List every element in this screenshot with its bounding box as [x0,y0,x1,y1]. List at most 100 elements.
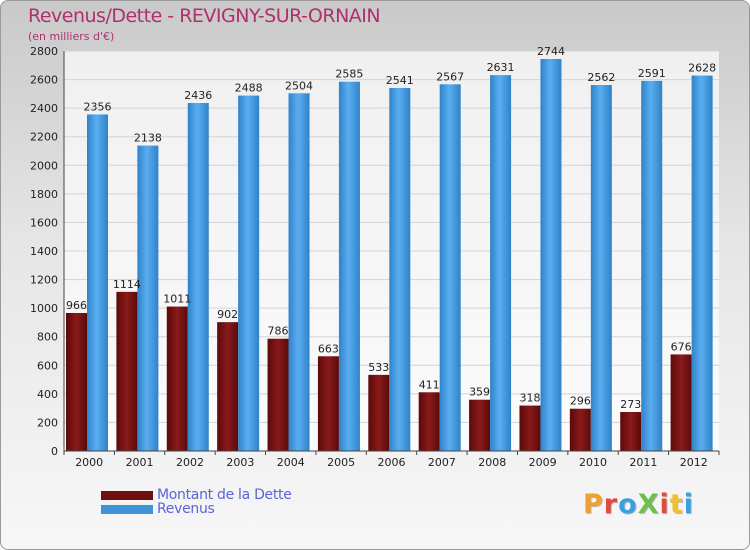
legend-swatch-dette [101,490,153,500]
data-label-dette: 533 [368,361,389,374]
proxiti-logo: ProXiti [583,489,694,520]
bar-revenus [540,59,562,451]
data-label-dette: 1011 [163,293,191,306]
x-tick-label: 2006 [378,456,406,469]
data-label-dette: 676 [671,340,692,353]
legend-swatch-revenus [101,504,153,514]
x-tick-label: 2002 [176,456,204,469]
x-tick-label: 2010 [579,456,607,469]
data-label-revenus: 2356 [84,100,112,113]
y-tick-label: 200 [37,416,58,429]
x-tick-labels: 2000 2001 2002 2003 2004 2005 2006 2007 2008 2009… [75,456,708,469]
x-tick-label: 2012 [680,456,708,469]
y-tick-label: 2400 [30,102,58,115]
legend-item-revenus: Revenus [101,501,215,517]
data-label-revenus: 2562 [587,71,615,84]
y-tick-label: 2600 [30,74,58,87]
axes [63,51,720,455]
data-label-revenus: 2488 [235,82,263,95]
logo-letter: o [618,489,638,520]
y-tick-label: 2000 [30,159,58,172]
data-label-revenus: 2585 [335,68,363,81]
data-label-revenus: 2631 [487,61,515,74]
logo-letter: i [659,489,670,520]
bars-group [66,59,713,452]
bar-revenus [490,75,512,452]
logo-letter: X [637,489,660,520]
bar-dette [317,356,339,451]
y-tick-label: 400 [37,388,58,401]
data-label-dette: 318 [519,392,540,405]
bar-dette [116,291,138,451]
y-tick-label: 1000 [30,302,58,315]
bar-dette [519,405,541,451]
logo-letter: i [683,489,694,520]
data-label-revenus: 2628 [688,62,716,75]
x-tick-label: 2008 [478,456,506,469]
bar-dette [670,354,692,451]
bar-revenus [641,80,663,451]
legend-item-dette: Montant de la Dette [101,487,292,503]
y-tick-label: 1600 [30,216,58,229]
y-tick-label: 800 [37,331,58,344]
data-label-dette: 411 [419,378,440,391]
chart-subtitle: (en milliers d'€) [28,30,115,43]
y-tick-label: 2800 [30,45,58,58]
x-tick-label: 2005 [327,456,355,469]
bar-dette [66,313,87,451]
bar-revenus [187,103,209,451]
data-label-revenus: 2436 [184,89,212,102]
x-tick-label: 2009 [529,456,557,469]
data-label-revenus: 2567 [436,70,464,83]
bar-dette [166,306,188,451]
x-tick-label: 2007 [428,456,456,469]
x-tick-label: 2003 [226,456,254,469]
y-tick-label: 1800 [30,188,58,201]
y-tick-label: 0 [51,445,58,458]
y-tick-label: 2200 [30,131,58,144]
bar-revenus [137,145,159,452]
chart-title: Revenus/Dette - REVIGNY-SUR-ORNAIN [28,5,381,27]
bar-dette [418,392,440,451]
x-tick-label: 2001 [126,456,154,469]
legend-label-revenus: Revenus [157,501,215,517]
y-tick-labels: 0 200 400 600 800 1000 1200 1400 1600 1800 2000 220… [30,45,58,458]
data-label-dette: 663 [318,342,339,355]
bar-revenus [691,75,713,452]
data-labels: 966 2356 1114 2138 1011 2436 902 2488 786 2504 663… [66,45,716,411]
data-label-dette: 359 [469,386,490,399]
bar-revenus [87,114,108,451]
data-label-revenus: 2504 [285,79,313,92]
logo-letter: r [603,489,619,520]
bar-revenus [590,85,612,451]
bar-revenus [389,88,411,451]
data-label-dette: 273 [620,398,641,411]
data-label-revenus: 2138 [134,132,162,145]
bar-dette [469,399,491,451]
data-label-dette: 786 [268,325,289,338]
data-label-dette: 966 [66,299,87,312]
x-tick-label: 2011 [629,456,657,469]
data-label-revenus: 2541 [386,74,414,87]
data-label-dette: 902 [217,308,238,321]
y-tick-label: 1400 [30,245,58,258]
bar-revenus [238,95,260,452]
legend-label-dette: Montant de la Dette [157,487,292,503]
bar-revenus [338,81,360,451]
bar-revenus [288,93,310,452]
logo-letter: t [669,489,684,520]
bar-revenus [439,84,461,452]
y-tick-label: 600 [37,359,58,372]
data-label-dette: 1114 [113,278,141,291]
x-tick-label: 2004 [277,456,305,469]
bar-dette [620,412,642,451]
bar-dette [217,322,239,451]
data-label-dette: 296 [570,395,591,408]
x-tick-label: 2000 [75,456,103,469]
bar-dette [569,408,591,451]
data-label-revenus: 2744 [537,45,565,58]
bar-dette [267,338,289,451]
bar-dette [368,374,390,451]
